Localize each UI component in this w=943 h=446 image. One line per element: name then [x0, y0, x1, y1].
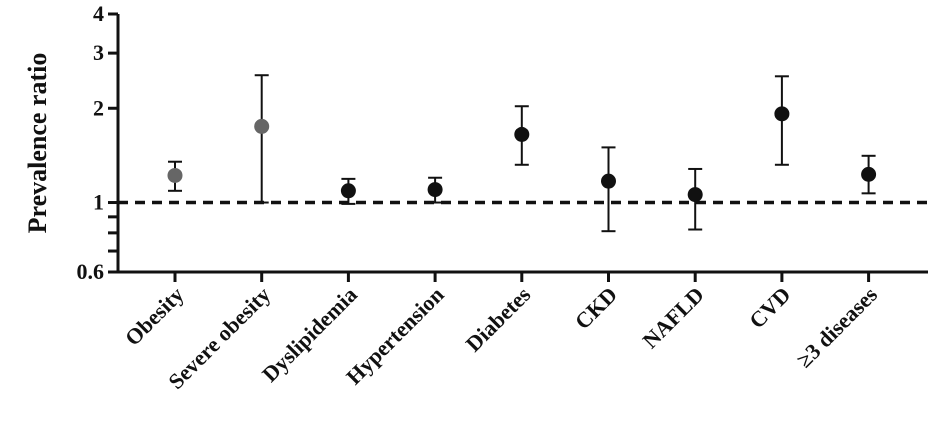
- axes: 0.6 1 2 3 4: [77, 1, 928, 284]
- y-tick-label: 0.6: [77, 259, 105, 284]
- data-point: [601, 173, 616, 189]
- x-category-label: Diabetes: [461, 282, 536, 357]
- data-point: [514, 126, 530, 142]
- x-category-label: NAFLD: [637, 282, 708, 353]
- y-tick-label: 4: [93, 1, 104, 26]
- y-tick-label: 2: [93, 95, 104, 120]
- data-point: [774, 106, 790, 122]
- data-point: [167, 167, 183, 183]
- x-category-label: ≥3 diseases: [792, 282, 883, 373]
- y-tick-label: 3: [93, 40, 104, 65]
- data-point: [687, 187, 703, 203]
- error-bar: [254, 74, 269, 204]
- data-point: [254, 118, 270, 134]
- data-point: [340, 183, 356, 199]
- error-bar: [601, 146, 616, 233]
- x-category-label: CVD: [744, 282, 795, 333]
- x-category-label: CKD: [570, 282, 622, 334]
- y-axis-title: Prevalence ratio: [23, 53, 52, 234]
- data-point: [427, 182, 443, 198]
- y-tick-label: 1: [93, 190, 104, 215]
- data-point: [861, 166, 877, 182]
- data-marks: [167, 74, 877, 233]
- x-category-label: Obesity: [120, 282, 189, 351]
